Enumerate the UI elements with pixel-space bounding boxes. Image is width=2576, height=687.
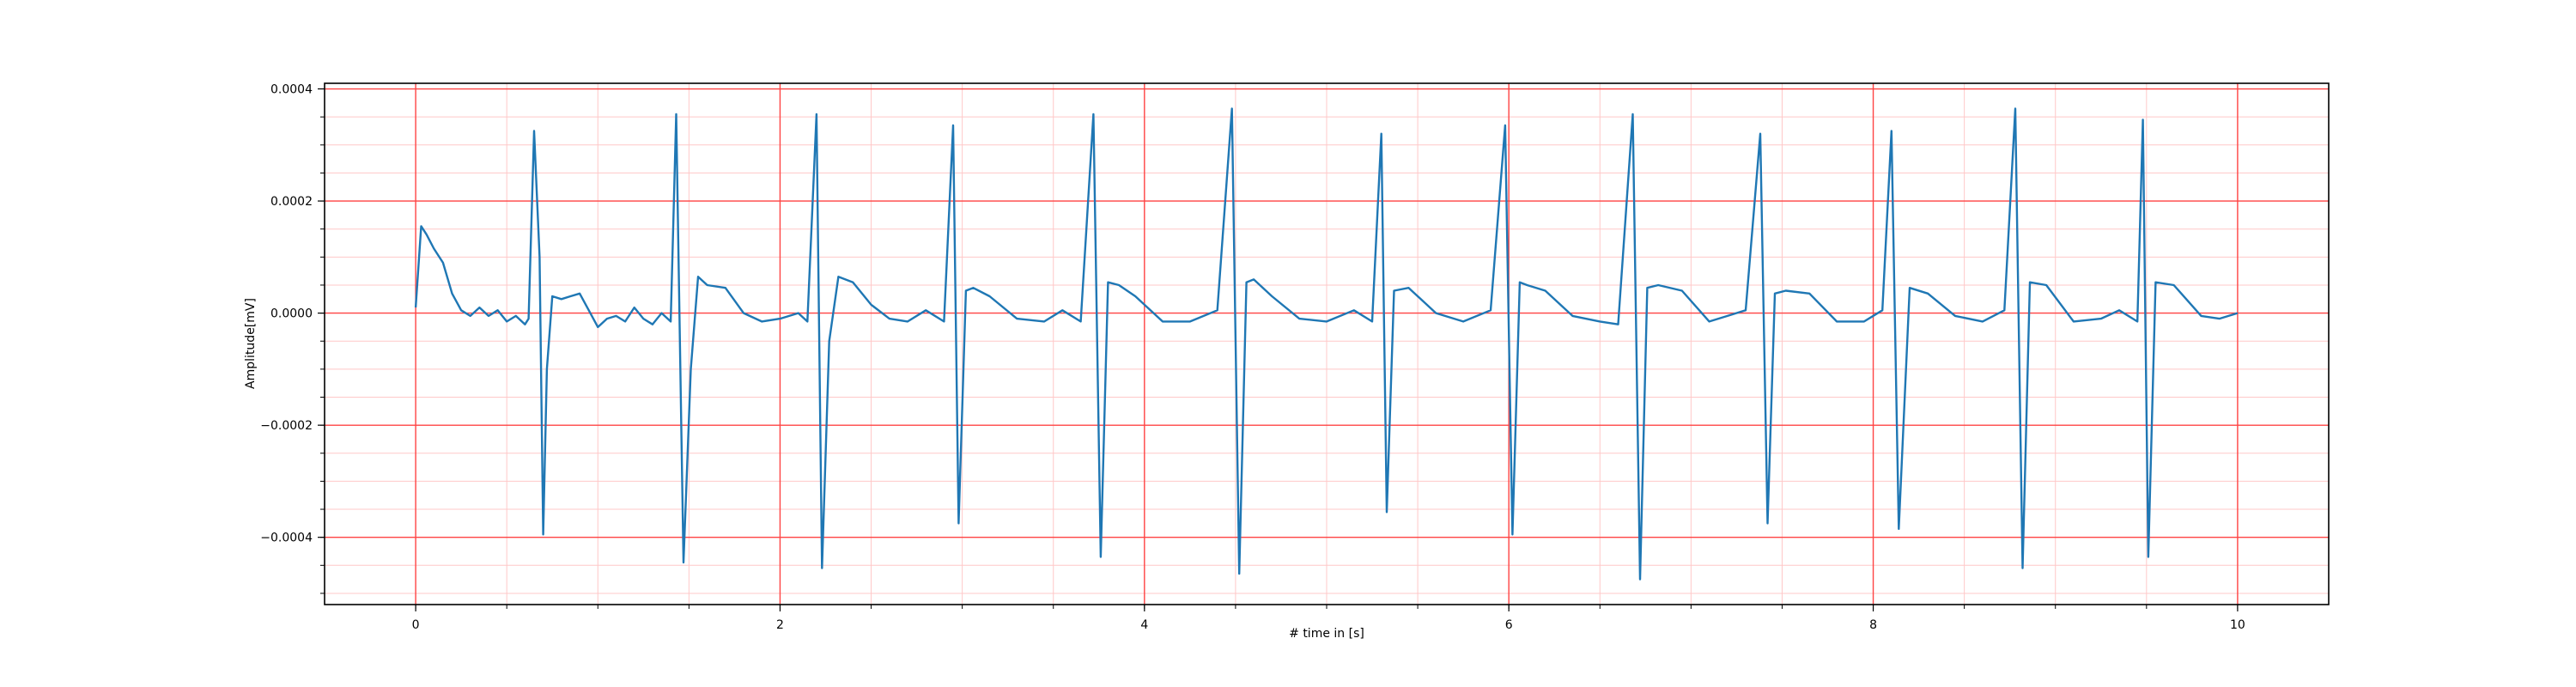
x-tick-label: 4 [1140, 618, 1148, 632]
x-tick-label: 8 [1869, 618, 1877, 632]
y-tick-label: 0.0000 [270, 307, 313, 321]
tick-labels: 0 2 4 6 8 10 −0.0004 −0.0002 0.0000 0.0002 0.0004 [260, 83, 2245, 632]
y-axis-title: Amplitude[mV] [244, 298, 258, 389]
y-tick-label: −0.0004 [260, 532, 313, 545]
y-tick-label: 0.0002 [270, 195, 313, 209]
x-tick-label: 0 [412, 618, 420, 632]
y-tick-label: 0.0004 [270, 83, 313, 97]
x-tick-label: 2 [776, 618, 784, 632]
ecg-signal-line [414, 107, 2239, 581]
axis-ticks [318, 88, 2239, 611]
x-tick-label: 10 [2230, 618, 2245, 632]
x-tick-label: 6 [1505, 618, 1513, 632]
plot-frame [324, 82, 2330, 605]
x-axis-title: # time in [s] [1289, 627, 1364, 641]
major-grid [325, 83, 2329, 605]
y-tick-label: −0.0002 [260, 419, 313, 433]
